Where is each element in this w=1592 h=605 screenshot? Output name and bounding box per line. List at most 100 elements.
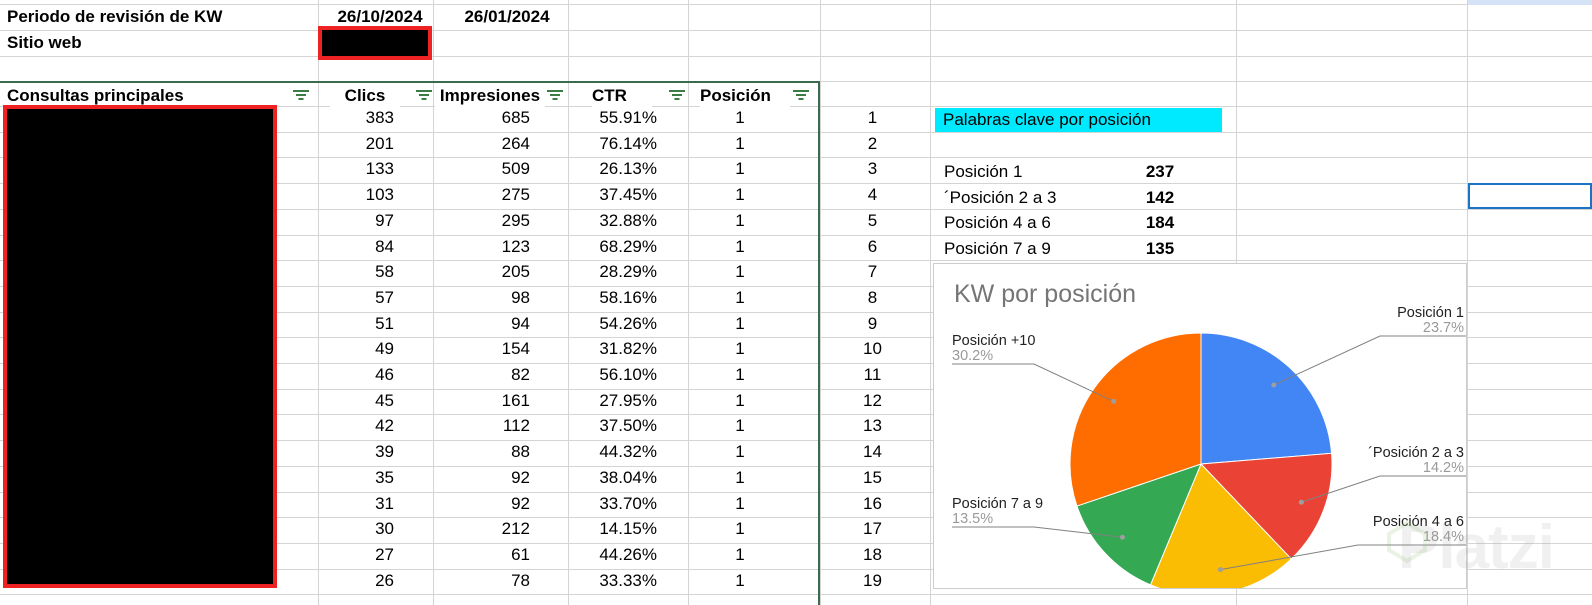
table-cell-ctr[interactable]: 44.26% [599,545,657,564]
table-cell-ctr[interactable]: 33.33% [599,571,657,590]
table-cell-clics[interactable]: 103 [365,185,394,204]
table-cell-clics[interactable]: 84 [375,237,394,256]
summary-row-label[interactable]: Posición 7 a 9 [944,239,1051,258]
table-cell-ctr[interactable]: 31.82% [599,339,657,358]
table-cell-ctr[interactable]: 27.95% [599,391,657,410]
table-cell-clics[interactable]: 35 [375,468,394,487]
table-cell-posicion[interactable]: 1 [735,159,745,178]
table-cell-impresiones[interactable]: 92 [511,468,530,487]
queries-column-redacted[interactable] [3,105,277,588]
table-cell-impresiones[interactable]: 94 [511,314,530,333]
table-cell-impresiones[interactable]: 275 [501,185,530,204]
pie-chart-svg[interactable] [934,264,1467,589]
filter-icon-clics[interactable] [415,88,433,102]
table-cell-posicion[interactable]: 1 [735,468,745,487]
row-index-cell[interactable]: 6 [867,237,878,256]
column-header-consultas[interactable]: Consultas principales [7,84,277,108]
summary-row-value[interactable]: 142 [1145,188,1175,207]
table-cell-ctr[interactable]: 54.26% [599,314,657,333]
filter-icon-consultas[interactable] [292,88,310,102]
table-cell-clics[interactable]: 57 [375,288,394,307]
row-index-cell[interactable]: 18 [863,545,882,564]
table-cell-clics[interactable]: 39 [375,442,394,461]
table-cell-clics[interactable]: 31 [375,494,394,513]
row-index-cell[interactable]: 4 [867,185,878,204]
table-cell-impresiones[interactable]: 161 [501,391,530,410]
table-cell-posicion[interactable]: 1 [735,545,745,564]
row-index-cell[interactable]: 14 [863,442,882,461]
table-cell-ctr[interactable]: 28.29% [599,262,657,281]
table-cell-posicion[interactable]: 1 [735,571,745,590]
table-cell-posicion[interactable]: 1 [735,262,745,281]
table-cell-posicion[interactable]: 1 [735,442,745,461]
table-cell-impresiones[interactable]: 88 [511,442,530,461]
table-cell-clics[interactable]: 383 [365,108,394,127]
table-cell-ctr[interactable]: 38.04% [599,468,657,487]
table-cell-impresiones[interactable]: 295 [501,211,530,230]
summary-row-value[interactable]: 237 [1145,162,1175,181]
row-index-cell[interactable]: 19 [863,571,882,590]
table-cell-posicion[interactable]: 1 [735,185,745,204]
row-index-cell[interactable]: 16 [863,494,882,513]
table-cell-impresiones[interactable]: 509 [501,159,530,178]
row-index-cell[interactable]: 9 [867,314,878,333]
row-index-cell[interactable]: 1 [867,108,878,127]
table-cell-clics[interactable]: 49 [375,339,394,358]
table-cell-impresiones[interactable]: 98 [511,288,530,307]
row-index-cell[interactable]: 3 [867,159,878,178]
pie-slice[interactable] [1076,463,1202,586]
row-index-cell[interactable]: 12 [863,391,882,410]
table-cell-ctr[interactable]: 14.15% [599,519,657,538]
row-index-cell[interactable]: 17 [863,519,882,538]
table-cell-posicion[interactable]: 1 [735,365,745,384]
pie-slice[interactable] [1069,332,1202,507]
table-cell-posicion[interactable]: 1 [735,211,745,230]
table-cell-ctr[interactable]: 68.29% [599,237,657,256]
table-cell-ctr[interactable]: 76.14% [599,134,657,153]
table-cell-impresiones[interactable]: 154 [501,339,530,358]
table-cell-posicion[interactable]: 1 [735,108,745,127]
row-index-cell[interactable]: 10 [863,339,882,358]
table-cell-posicion[interactable]: 1 [735,519,745,538]
pie-slice[interactable] [1200,332,1333,465]
column-header-impresiones[interactable]: Impresiones [435,84,545,108]
review-period-start-date[interactable]: 26/10/2024 [337,7,423,26]
filter-icon-impresiones[interactable] [546,88,564,102]
table-cell-impresiones[interactable]: 112 [502,416,530,435]
table-cell-clics[interactable]: 133 [365,159,394,178]
summary-row-value[interactable]: 135 [1145,239,1175,258]
table-cell-impresiones[interactable]: 212 [501,519,530,538]
review-period-end-date[interactable]: 26/01/2024 [464,7,550,26]
table-cell-clics[interactable]: 58 [375,262,394,281]
table-cell-impresiones[interactable]: 264 [501,134,530,153]
table-cell-posicion[interactable]: 1 [735,494,745,513]
summary-row-label[interactable]: ´Posición 2 a 3 [944,188,1057,207]
row-index-cell[interactable]: 11 [863,365,882,384]
table-cell-ctr[interactable]: 44.32% [599,442,657,461]
column-header-clics[interactable]: Clics [330,84,400,108]
table-cell-clics[interactable]: 46 [375,365,394,384]
table-cell-impresiones[interactable]: 61 [511,545,530,564]
table-cell-posicion[interactable]: 1 [735,288,745,307]
table-cell-impresiones[interactable]: 78 [511,571,530,590]
table-cell-clics[interactable]: 30 [375,519,394,538]
table-cell-clics[interactable]: 51 [375,314,394,333]
row-index-cell[interactable]: 5 [867,211,878,230]
pie-slice[interactable] [1199,452,1333,560]
table-cell-impresiones[interactable]: 685 [501,108,530,127]
table-cell-impresiones[interactable]: 123 [501,237,530,256]
table-cell-clics[interactable]: 26 [375,571,394,590]
table-cell-ctr[interactable]: 56.10% [599,365,657,384]
table-cell-ctr[interactable]: 32.88% [599,211,657,230]
table-cell-ctr[interactable]: 26.13% [599,159,657,178]
pie-chart-container[interactable]: KW por posición Posición 1 23.7% ´Posición… [933,263,1467,589]
table-cell-posicion[interactable]: 1 [735,237,745,256]
row-index-cell[interactable]: 13 [863,416,882,435]
table-cell-clics[interactable]: 97 [375,211,394,230]
row-index-cell[interactable]: 2 [867,134,878,153]
column-header-posicion[interactable]: Posición [700,84,790,108]
site-value-redacted[interactable] [318,26,432,60]
table-cell-ctr[interactable]: 33.70% [599,494,657,513]
table-cell-posicion[interactable]: 1 [735,339,745,358]
pie-slice[interactable] [1149,463,1292,589]
